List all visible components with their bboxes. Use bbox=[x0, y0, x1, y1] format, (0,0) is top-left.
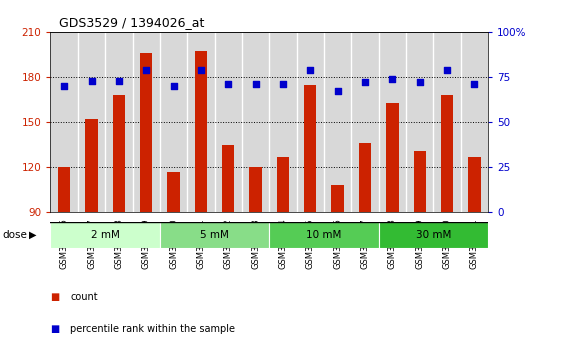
Bar bbox=[351, 32, 379, 212]
Bar bbox=[379, 222, 488, 248]
Point bbox=[114, 78, 123, 84]
Bar bbox=[85, 119, 98, 212]
Point bbox=[87, 78, 96, 84]
Point bbox=[415, 80, 424, 85]
Text: ▶: ▶ bbox=[29, 230, 36, 240]
Text: percentile rank within the sample: percentile rank within the sample bbox=[70, 324, 235, 334]
Text: ■: ■ bbox=[50, 292, 59, 302]
Bar bbox=[187, 32, 214, 212]
Text: dose: dose bbox=[3, 230, 27, 240]
Bar bbox=[332, 185, 344, 212]
Bar bbox=[269, 32, 297, 212]
Bar bbox=[433, 32, 461, 212]
Point bbox=[470, 81, 479, 87]
Bar bbox=[304, 85, 316, 212]
Text: 2 mM: 2 mM bbox=[91, 230, 119, 240]
Point bbox=[388, 76, 397, 82]
Bar bbox=[379, 32, 406, 212]
Bar bbox=[277, 157, 289, 212]
Bar bbox=[269, 222, 379, 248]
Bar bbox=[160, 222, 269, 248]
Bar bbox=[441, 95, 453, 212]
Bar bbox=[250, 167, 262, 212]
Bar bbox=[160, 32, 187, 212]
Bar bbox=[242, 32, 269, 212]
Point bbox=[142, 67, 151, 73]
Point bbox=[224, 81, 233, 87]
Bar bbox=[324, 32, 351, 212]
Bar bbox=[50, 32, 78, 212]
Point bbox=[443, 67, 452, 73]
Bar bbox=[214, 32, 242, 212]
Point bbox=[361, 80, 370, 85]
Bar bbox=[297, 32, 324, 212]
Bar bbox=[58, 167, 70, 212]
Point bbox=[306, 67, 315, 73]
Bar bbox=[105, 32, 132, 212]
Point bbox=[59, 83, 68, 89]
Bar bbox=[222, 145, 234, 212]
Text: count: count bbox=[70, 292, 98, 302]
Bar bbox=[78, 32, 105, 212]
Bar bbox=[359, 143, 371, 212]
Bar bbox=[413, 151, 426, 212]
Text: ■: ■ bbox=[50, 324, 59, 334]
Text: 10 mM: 10 mM bbox=[306, 230, 342, 240]
Text: 5 mM: 5 mM bbox=[200, 230, 229, 240]
Bar bbox=[386, 103, 398, 212]
Text: 30 mM: 30 mM bbox=[416, 230, 451, 240]
Bar bbox=[406, 32, 433, 212]
Point bbox=[333, 88, 342, 94]
Point bbox=[169, 83, 178, 89]
Point bbox=[196, 67, 205, 73]
Bar bbox=[50, 222, 160, 248]
Point bbox=[278, 81, 287, 87]
Bar bbox=[140, 53, 153, 212]
Bar bbox=[132, 32, 160, 212]
Point bbox=[251, 81, 260, 87]
Bar bbox=[461, 32, 488, 212]
Bar bbox=[468, 157, 481, 212]
Bar bbox=[167, 172, 180, 212]
Text: GDS3529 / 1394026_at: GDS3529 / 1394026_at bbox=[59, 16, 205, 29]
Bar bbox=[195, 51, 207, 212]
Bar bbox=[113, 95, 125, 212]
